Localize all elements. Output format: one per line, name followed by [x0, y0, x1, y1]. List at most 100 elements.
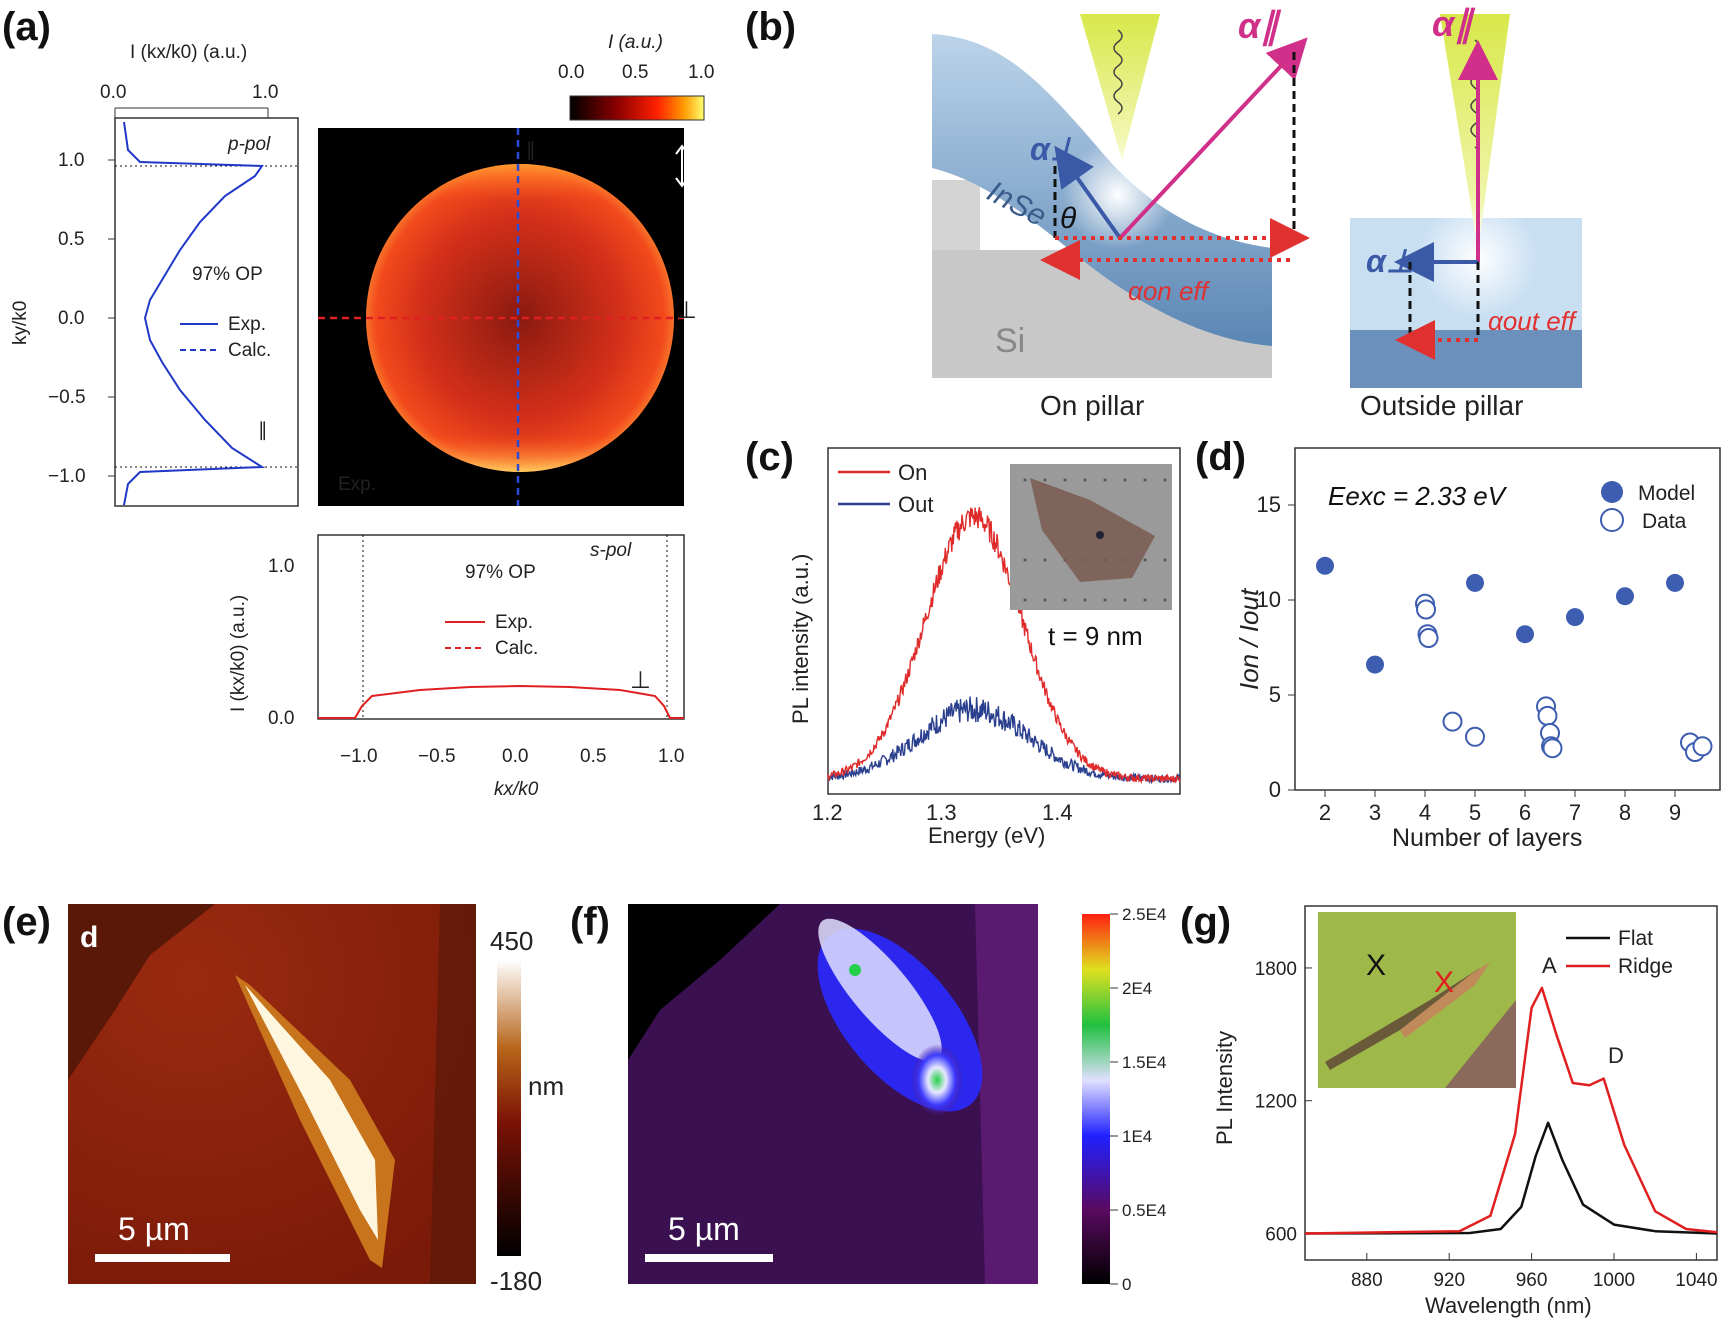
a-left-tick-1: 0.5 — [58, 229, 84, 250]
g-plot-frame — [1304, 905, 1718, 1261]
d-point-data — [1465, 726, 1485, 747]
a-left-plot-frame — [114, 117, 299, 507]
a-par-mark: ∥ — [258, 420, 268, 441]
panel-label-b: (b) — [745, 5, 796, 49]
c-plot-frame — [827, 447, 1181, 795]
panel-c: On Out t = 9 nm PL intensity (a.u.) 1.2 … — [788, 447, 1181, 848]
a-top-axis-title: I (kx/k0) (a.u.) — [130, 42, 247, 63]
panel-label-a: (a) — [2, 5, 51, 49]
g-curves — [1304, 986, 1718, 1235]
f-cb-tick-label: 1E4 — [1122, 1127, 1152, 1146]
a-bottom-y-title: I (kx/k0) (a.u.) — [228, 595, 249, 712]
d-point-data — [1418, 628, 1439, 648]
panel-label-e: (e) — [2, 900, 51, 944]
f-colorbar — [1082, 914, 1110, 1284]
a-bottom-x-tick-0: −1.0 — [340, 746, 378, 767]
a-bottom-x-tick-3: 0.5 — [580, 746, 606, 767]
b-alpha-par-arrow-on — [1118, 37, 1308, 240]
c-ylabel: PL intensity (a.u.) — [788, 554, 813, 724]
panel-label-g: (g) — [1180, 900, 1231, 944]
panel-g: 1800 1200 600 880 920 960 1000 1040 X X Flat Ri… — [1212, 905, 1718, 1318]
f-pl-hotspot — [911, 1044, 963, 1116]
c-legend-out: Out — [898, 492, 933, 517]
d-ytick-label: 5 — [1269, 682, 1281, 707]
d-point-data — [1537, 705, 1558, 726]
a-cb-tick-2: 1.0 — [688, 62, 714, 83]
c-thickness: t = 9 nm — [1048, 621, 1143, 651]
a-map-perp: ⊥ — [676, 297, 697, 324]
a-op-bottom: 97% OP — [465, 562, 536, 583]
g-xtick-label: 880 — [1351, 1270, 1383, 1291]
d-xlabel: Number of layers — [1392, 824, 1582, 852]
d-point-data — [1442, 711, 1463, 732]
a-top-tick-0: 0.0 — [100, 82, 126, 103]
g-peak-d: D — [1608, 1043, 1624, 1068]
panel-label-c: (c) — [745, 435, 794, 479]
d-xtick-label: 6 — [1519, 800, 1531, 825]
g-xtick-label: 960 — [1516, 1270, 1548, 1291]
d-point-model — [1666, 573, 1684, 592]
a-left-exp-curve — [123, 121, 266, 506]
panel-e: d 5 µm 450 nm -180 — [68, 904, 564, 1296]
f-colorbar-ticks: 2.5E4 2E4 1.5E4 1E4 0.5E4 0 — [1110, 905, 1166, 1294]
a-left-tick-3: −0.5 — [48, 387, 86, 408]
e-cb-min: -180 — [490, 1266, 542, 1296]
d-points — [1316, 556, 1713, 762]
d-xtick-label: 9 — [1669, 800, 1681, 825]
d-xtick-label: 2 — [1319, 800, 1331, 825]
b-alpha-perp-on: α⊥ — [1030, 131, 1078, 167]
f-cb-tick-label: 0.5E4 — [1122, 1201, 1166, 1220]
d-legend-model-marker — [1601, 481, 1623, 503]
b-alpha-perp-arrow-on — [1054, 145, 1122, 240]
g-inset-substrate — [1445, 1000, 1516, 1088]
d-legend-data-marker — [1600, 508, 1624, 532]
a-left-axis-title: ky/k0 — [10, 301, 31, 345]
a-bottom-perp: ⊥ — [630, 667, 651, 694]
f-pl-right-edge — [975, 904, 1038, 1284]
a-left-tick-0: 1.0 — [58, 150, 84, 171]
panel-b: Si InSe α∥ α⊥ θ αon eff On pillar α∥ α⊥ … — [932, 3, 1582, 421]
panel-label-f: (f) — [570, 900, 610, 944]
f-pl-dark-region — [628, 904, 780, 1060]
e-scalebar-label: 5 µm — [118, 1211, 190, 1247]
a-op-left: 97% OP — [192, 264, 263, 285]
g-inset-flake-1 — [1325, 968, 1480, 1070]
d-point-model — [1566, 608, 1584, 627]
a-left-tick-4: −1.0 — [48, 466, 86, 487]
g-curve-ridge — [1304, 986, 1718, 1235]
panel-f: 5 µm 2.5E4 2E4 1.5E4 1E4 0.5E4 0 — [628, 904, 1166, 1294]
c-curve-on — [827, 507, 1181, 785]
d-xtick-label: 7 — [1569, 800, 1581, 825]
g-inset-x1: X — [1366, 949, 1386, 982]
d-axes: 0 5 10 15 2 3 4 5 6 7 8 9 — [1257, 492, 1682, 825]
a-p-pol: p-pol — [227, 134, 271, 155]
g-xtick-label: 1000 — [1593, 1270, 1635, 1291]
f-cb-tick-label: 2E4 — [1122, 979, 1152, 998]
g-peak-a: A — [1542, 953, 1557, 978]
a-top-tick-1: 1.0 — [252, 82, 278, 103]
e-afm-substrate — [68, 904, 215, 1080]
b-si-label: Si — [995, 322, 1025, 360]
g-xtick-label: 1040 — [1675, 1270, 1717, 1291]
g-curve-flat — [1304, 1121, 1718, 1235]
a-bottom-x-tick-4: 1.0 — [658, 746, 684, 767]
f-cb-tick-label: 1.5E4 — [1122, 1053, 1166, 1072]
a-map-label: Exp. — [338, 474, 376, 495]
g-legend-flat: Flat — [1618, 927, 1653, 950]
a-legend-calc: Calc. — [228, 340, 271, 361]
g-legend-ridge: Ridge — [1618, 955, 1673, 978]
g-xtick-label: 920 — [1433, 1270, 1465, 1291]
d-point-data — [1692, 736, 1713, 757]
f-pl-hotspot-2 — [849, 964, 861, 976]
c-inset-pillar — [1096, 531, 1104, 539]
a-map-par: ∥ — [526, 140, 536, 161]
a-cb-tick-0: 0.0 — [558, 62, 584, 83]
c-legend-on: On — [898, 460, 927, 485]
d-point-data — [1542, 738, 1563, 759]
e-afm-ridge-inner — [245, 985, 378, 1240]
b-caption-out: Outside pillar — [1360, 390, 1523, 421]
d-xtick-label: 4 — [1419, 800, 1431, 825]
e-cb-max: 450 — [490, 926, 533, 956]
a-cb-tick-1: 0.5 — [622, 62, 648, 83]
a-bottom-x-tick-2: 0.0 — [502, 746, 528, 767]
